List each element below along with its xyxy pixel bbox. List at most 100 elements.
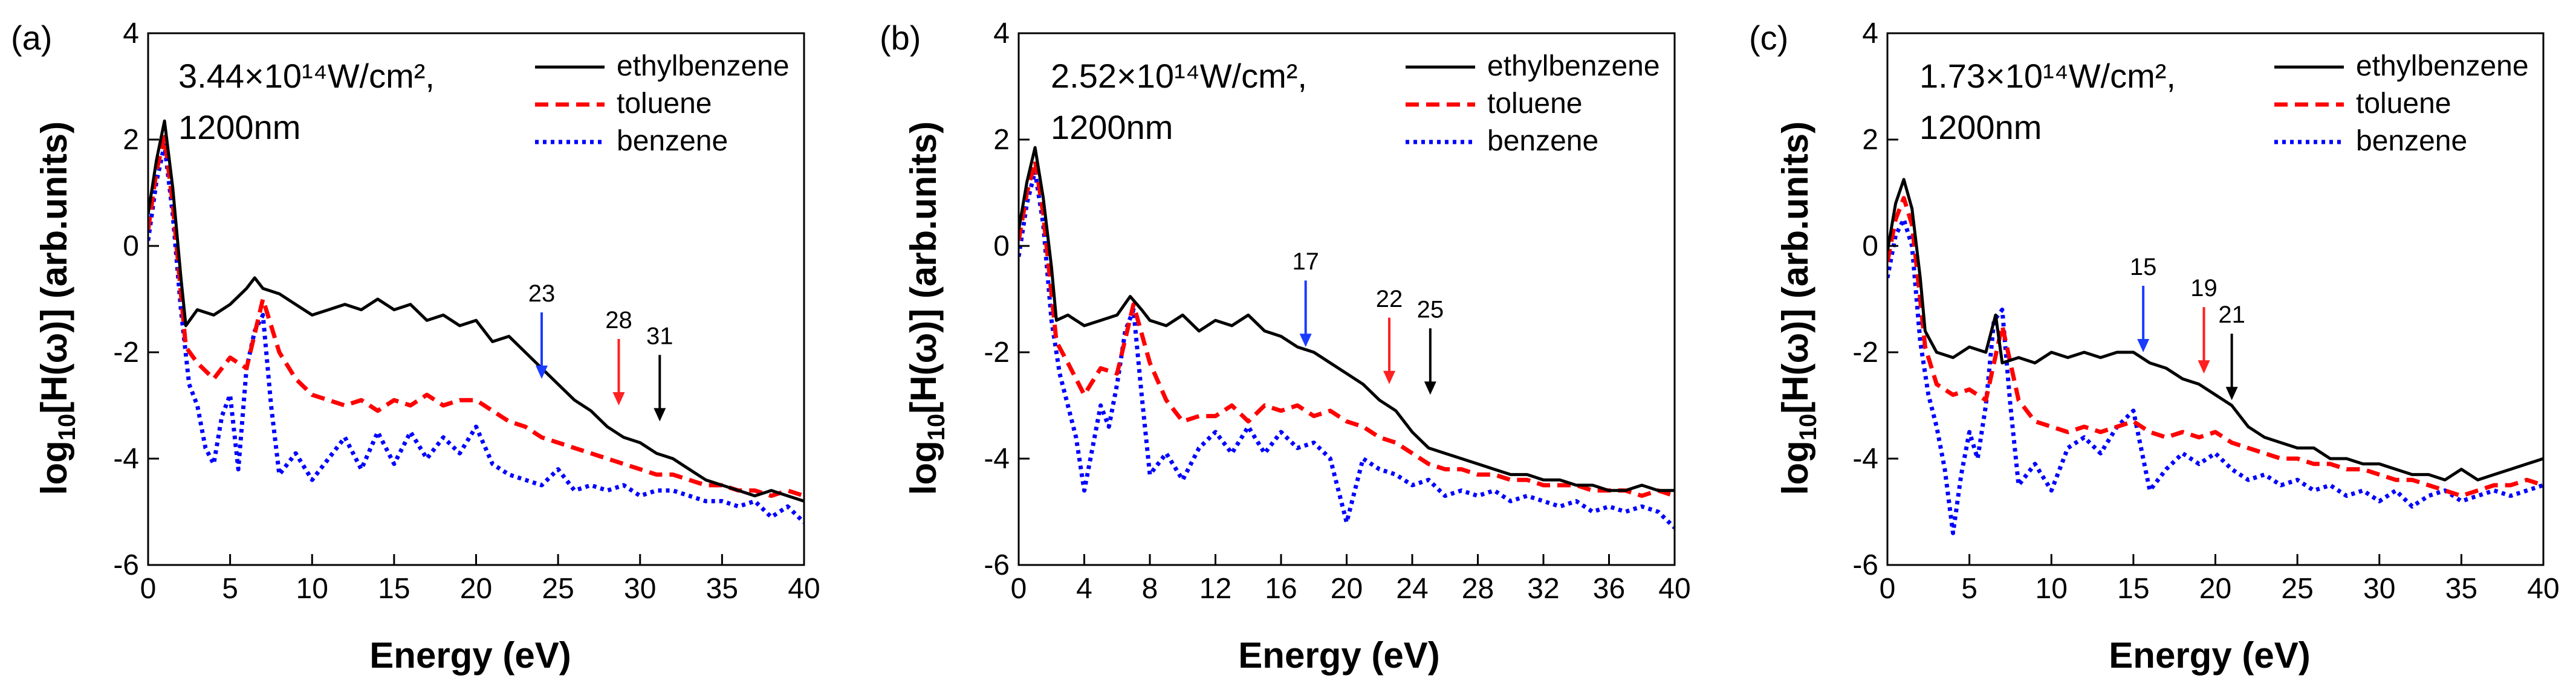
annotation-label: 19: [2190, 275, 2218, 302]
panel-label: (a): [11, 19, 52, 57]
legend-label-toluene: toluene: [617, 88, 712, 120]
annotation-arrowhead: [1299, 334, 1312, 347]
annotation-label: 17: [1292, 248, 1319, 275]
y-tick-label: -2: [113, 337, 139, 369]
series-line-benzene: [148, 143, 804, 524]
series-line-benzene: [1887, 217, 2543, 535]
x-tick-label: 20: [2199, 573, 2231, 605]
x-tick-label: 32: [1527, 573, 1559, 605]
series-line-toluene: [148, 135, 804, 498]
y-tick-label: 2: [1862, 124, 1878, 156]
legend-label-ethylbenzene: ethylbenzene: [1487, 50, 1660, 82]
x-tick-label: 0: [1011, 573, 1027, 605]
x-tick-label: 25: [542, 573, 574, 605]
annotation-arrowhead: [2198, 360, 2210, 374]
panel-label: (c): [1749, 19, 1788, 57]
annotation-arrowhead: [1383, 370, 1396, 384]
legend-label-toluene: toluene: [1487, 88, 1582, 120]
x-tick-label: 36: [1593, 573, 1625, 605]
x-tick-label: 5: [1961, 573, 1977, 605]
panel-label: (b): [880, 19, 921, 57]
annotation-label: 28: [605, 307, 632, 334]
series-line-toluene: [1887, 196, 2543, 498]
x-axis-label: Energy (eV): [1238, 635, 1439, 676]
y-tick-label: -6: [1852, 549, 1878, 581]
x-tick-label: 20: [460, 573, 492, 605]
x-tick-label: 20: [1331, 573, 1363, 605]
x-tick-label: 4: [1076, 573, 1092, 605]
condition-line2: 1200nm: [1919, 108, 2042, 146]
annotation-arrowhead: [1424, 381, 1436, 395]
annotation-arrowhead: [612, 392, 625, 405]
series-line-ethylbenzene: [1887, 178, 2543, 482]
y-tick-label: -4: [984, 443, 1010, 475]
x-tick-label: 40: [1658, 573, 1690, 605]
condition-line1: 2.52×10¹⁴W/cm²,: [1051, 57, 1307, 95]
y-tick-label: -2: [984, 337, 1010, 369]
series-group: [1887, 178, 2543, 535]
annotation-label: 15: [2130, 254, 2157, 280]
x-tick-label: 12: [1199, 573, 1231, 605]
legend-label-benzene: benzene: [2356, 125, 2467, 157]
x-tick-label: 24: [1396, 573, 1428, 605]
annotation-label: 21: [2218, 302, 2245, 328]
y-tick-label: -4: [113, 443, 139, 475]
annotation-arrowhead: [536, 366, 548, 379]
x-tick-label: 35: [2445, 573, 2477, 605]
y-tick-label: 0: [993, 230, 1010, 262]
x-tick-label: 8: [1142, 573, 1158, 605]
annotation-label: 25: [1417, 296, 1444, 323]
y-axis-label: log10[H(ω)] (arb.units): [34, 121, 80, 495]
legend-label-ethylbenzene: ethylbenzene: [617, 50, 790, 82]
panel-c: (c) log10[H(ω)] (arb.units) Energy (eV) …: [1749, 18, 2560, 676]
x-tick-label: 35: [706, 573, 738, 605]
series-line-ethylbenzene: [1019, 146, 1675, 492]
x-tick-label: 0: [140, 573, 157, 605]
y-axis-label: log10[H(ω)] (arb.units): [903, 121, 950, 495]
y-tick-label: 2: [123, 124, 139, 156]
panel-b: (b) log10[H(ω)] (arb.units) Energy (eV) …: [880, 18, 1691, 676]
series-line-benzene: [1019, 169, 1675, 529]
x-tick-label: 15: [2117, 573, 2149, 605]
y-tick-label: -6: [984, 549, 1010, 581]
series-group: [148, 119, 804, 524]
x-tick-label: 30: [2363, 573, 2395, 605]
legend-label-benzene: benzene: [1487, 125, 1598, 157]
condition-line2: 1200nm: [178, 108, 300, 146]
x-axis-label: Energy (eV): [369, 635, 571, 676]
y-axis-label: log10[H(ω)] (arb.units): [1775, 121, 1822, 495]
y-tick-label: -4: [1852, 443, 1878, 475]
x-tick-label: 40: [2527, 573, 2559, 605]
condition-line1: 3.44×10¹⁴W/cm²,: [178, 57, 435, 95]
y-tick-label: 4: [993, 18, 1010, 50]
x-tick-label: 16: [1265, 573, 1297, 605]
annotation-arrowhead: [2137, 339, 2150, 352]
y-tick-label: -6: [113, 549, 139, 581]
x-tick-label: 25: [2281, 573, 2313, 605]
x-axis-label: Energy (eV): [2109, 635, 2310, 676]
x-tick-label: 28: [1462, 573, 1494, 605]
x-tick-label: 30: [624, 573, 656, 605]
x-tick-label: 10: [2036, 573, 2068, 605]
y-tick-label: 2: [993, 124, 1010, 156]
annotation-arrowhead: [654, 408, 666, 422]
legend-label-ethylbenzene: ethylbenzene: [2356, 50, 2529, 82]
x-tick-label: 10: [296, 573, 328, 605]
x-tick-label: 15: [378, 573, 410, 605]
panel-a: (a) log10[H(ω)] (arb.units) Energy (eV) …: [11, 18, 820, 676]
y-tick-label: -2: [1852, 337, 1878, 369]
y-tick-label: 0: [1862, 230, 1878, 262]
annotation-label: 23: [528, 280, 556, 307]
x-tick-label: 40: [788, 573, 820, 605]
legend-label-benzene: benzene: [617, 125, 728, 157]
y-tick-label: 4: [1862, 18, 1878, 50]
condition-line1: 1.73×10¹⁴W/cm²,: [1919, 57, 2176, 95]
series-group: [1019, 146, 1675, 529]
x-tick-label: 0: [1880, 573, 1896, 605]
annotation-arrowhead: [2225, 387, 2238, 401]
series-line-ethylbenzene: [148, 119, 804, 503]
legend-label-toluene: toluene: [2356, 88, 2451, 120]
condition-line2: 1200nm: [1051, 108, 1173, 146]
x-tick-label: 5: [222, 573, 238, 605]
